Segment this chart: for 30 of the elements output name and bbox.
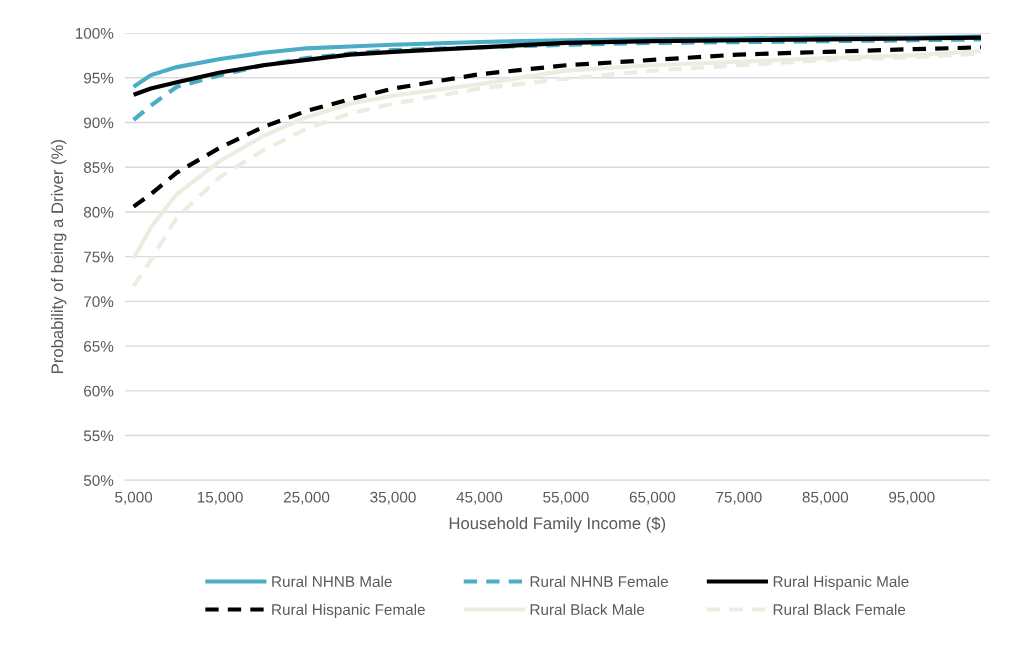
x-tick-label: 25,000 [283, 491, 330, 505]
x-tick-label: 45,000 [456, 491, 503, 505]
y-tick-label: 85% [83, 162, 114, 173]
legend-label: Rural NHNB Female [530, 575, 668, 588]
legend-label: Rural Black Female [773, 603, 906, 616]
x-tick-label: 35,000 [370, 491, 416, 505]
y-tick-label: 55% [83, 430, 114, 442]
y-tick-label: 60% [84, 385, 114, 397]
y-tick-label: 50% [83, 475, 114, 486]
y-tick-label: 100% [75, 27, 114, 39]
x-tick-label: 15,000 [197, 491, 243, 505]
y-tick-label: 95% [84, 72, 114, 84]
line-series [131, 45, 984, 209]
legend-label: Rural NHNB Male [272, 575, 392, 588]
y-tick-label: 65% [84, 340, 114, 352]
x-tick-label: 55,000 [543, 491, 589, 505]
y-tick-label: 90% [84, 117, 114, 129]
y-tick-label: 80% [83, 206, 114, 218]
x-axis-title: Household Family Income ($) [449, 516, 666, 533]
x-tick-label: 5,000 [115, 491, 153, 505]
legend-label: Rural Black Male [530, 603, 645, 616]
x-tick-label: 75,000 [716, 491, 762, 505]
x-tick-label: 85,000 [802, 491, 849, 505]
y-tick-label: 75% [84, 251, 114, 263]
x-tick-label: 95,000 [889, 491, 935, 505]
y-tick-label: 70% [84, 296, 114, 308]
legend-label: Rural Hispanic Female [272, 603, 425, 619]
y-axis-title: Probability of being a Driver (%) [50, 140, 67, 373]
x-tick-label: 65,000 [629, 491, 676, 505]
legend-label: Rural Hispanic Male [773, 575, 909, 591]
